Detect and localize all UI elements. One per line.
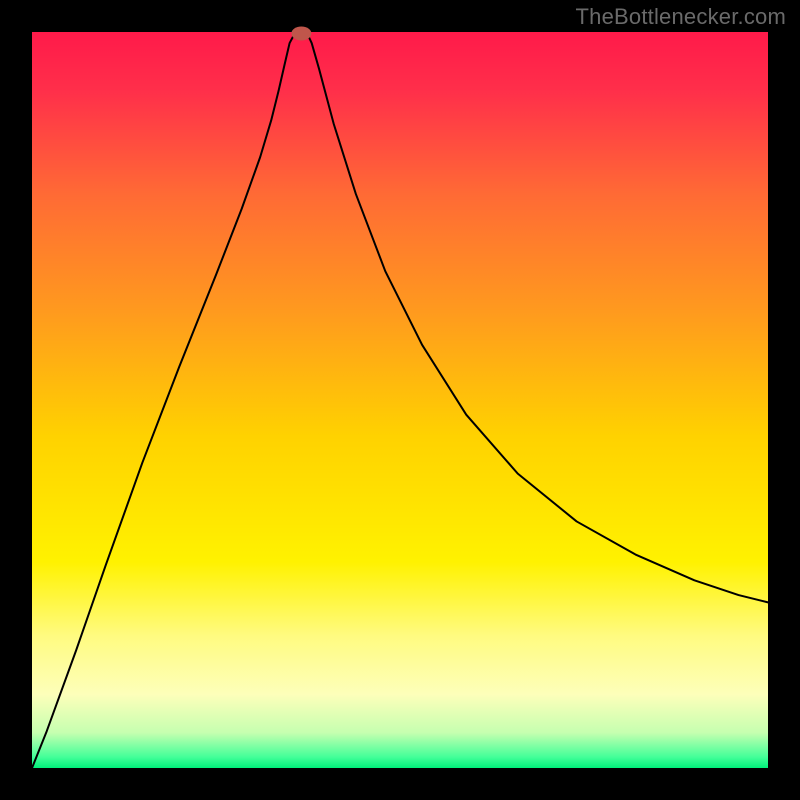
bottleneck-chart: TheBottlenecker.com [0,0,800,800]
plot-svg [0,0,800,800]
watermark-label: TheBottlenecker.com [576,4,786,30]
optimum-marker [291,26,311,40]
plot-background [32,32,768,768]
